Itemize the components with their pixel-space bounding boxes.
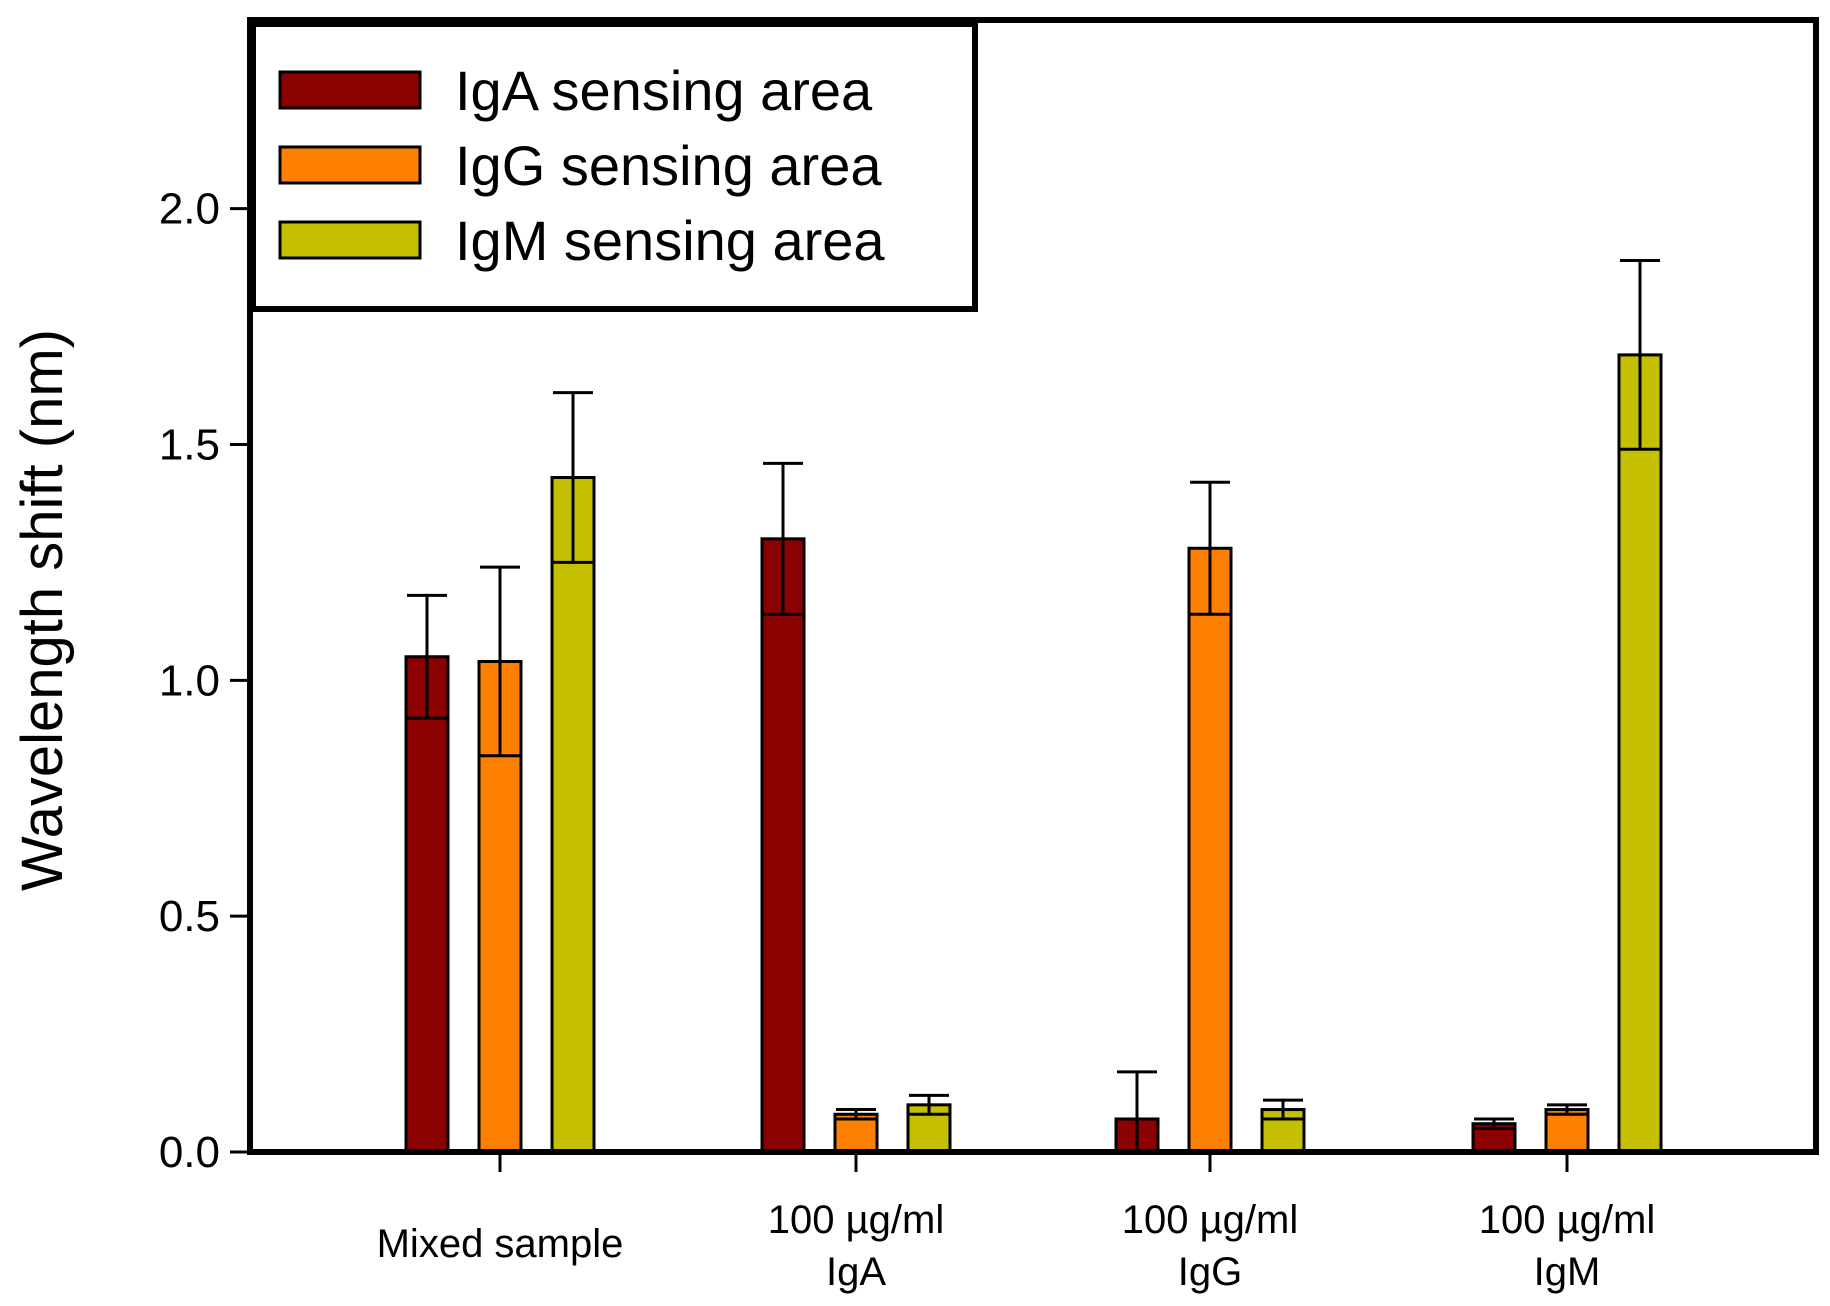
category-label: 100 µg/ml IgG [1122,1198,1298,1294]
y-tick-label: 1.0 [159,656,220,705]
bar [1187,546,1233,1154]
category-label-line2: IgM [1534,1250,1601,1294]
category-label: 100 µg/ml IgA [768,1198,944,1294]
category-label-line1: Mixed sample [377,1222,624,1266]
bar [404,655,450,1154]
error-bar [1620,259,1660,451]
error-bar [480,565,520,758]
category-label-line1: 100 µg/ml [1479,1198,1655,1242]
y-axis-title: Wavelength shift (nm) [10,329,75,891]
error-bar [763,461,803,616]
plot-frame [247,17,1819,1155]
error-bar [1474,1117,1514,1130]
legend: IgA sensing area IgG sensing area IgM sens… [250,21,978,312]
y-axis: 0.0 0.5 1.0 1.5 2.0 [159,185,250,1177]
error-bar [1547,1103,1587,1116]
category-label-line1: 100 µg/ml [1122,1198,1298,1242]
y-tick-label: 0.0 [159,1128,220,1177]
legend-label: IgG sensing area [455,134,882,197]
error-bar [407,593,447,720]
category-label: Mixed sample [377,1222,624,1266]
bars-layer [404,353,1663,1154]
error-bar [1263,1098,1303,1121]
y-tick-label: 2.0 [159,185,220,234]
bar [1617,353,1663,1154]
y-tick-label: 1.5 [159,421,220,470]
error-bars-layer [407,259,1660,1154]
legend-label: IgM sensing area [455,209,885,272]
bar [833,1112,879,1154]
y-tick-label: 0.5 [159,892,220,941]
category-label: 100 µg/ml IgM [1479,1198,1655,1294]
error-bar [909,1093,949,1116]
category-label-line2: IgA [826,1250,886,1294]
error-bar [836,1108,876,1121]
error-bar [1190,480,1230,616]
bar [1544,1108,1590,1154]
bar [760,537,806,1154]
bar [550,476,596,1154]
legend-swatch [278,70,422,110]
error-bar [553,391,593,564]
legend-label: IgA sensing area [455,59,873,122]
legend-swatch [278,220,422,260]
legend-swatch [278,145,422,185]
category-label-line1: 100 µg/ml [768,1198,944,1242]
category-label-line2: IgG [1178,1250,1242,1294]
